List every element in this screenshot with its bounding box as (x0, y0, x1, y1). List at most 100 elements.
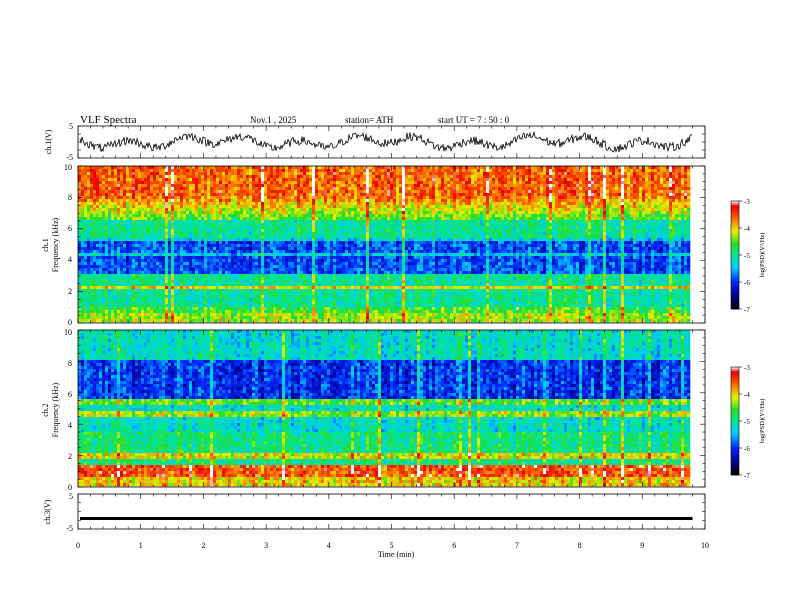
ch1-spectro-cell (555, 196, 559, 200)
ch1-spectro-cell (387, 175, 391, 179)
ch1-spectro-cell (477, 190, 481, 194)
ch1-spectro-cell (654, 181, 658, 185)
ch1-spectro-cell (288, 175, 292, 179)
ch1-spectro-cell (174, 187, 178, 191)
ch1-spectro-cell (636, 181, 640, 185)
ch1-spectro-cell (402, 175, 406, 179)
ch1-spectro-cell (315, 202, 319, 206)
ch1-spectro-cell (582, 187, 586, 191)
ch1-spectro-cell (294, 166, 298, 170)
ch1-spectro-cell (270, 235, 274, 239)
ch1-spectro-cell (330, 205, 334, 209)
ch1-spectro-cell (612, 220, 616, 224)
ch1-spectro-cell (159, 235, 163, 239)
ch1-spectro-cell (468, 190, 472, 194)
ch1-spectro-cell (450, 229, 454, 233)
ch1-spectro-cell (597, 199, 601, 203)
ch1-spectro-cell (432, 211, 436, 215)
ch1-spectro-cell (591, 202, 595, 206)
ch1-spectro-cell (234, 178, 238, 182)
ch1-spectro-cell (255, 214, 259, 218)
ch1-spectro-cell (564, 202, 568, 206)
ch1-spectro-cell (420, 193, 424, 197)
ch1-spectro-cell (387, 169, 391, 173)
ch1-spectro-cell (237, 208, 241, 212)
ch1-spectro-cell (468, 235, 472, 239)
ch1-spectro-cell (198, 220, 202, 224)
ch1-spectro-cell (162, 235, 166, 239)
ch1-spectro-cell (213, 208, 217, 212)
ch1-spectro-cell (168, 232, 172, 236)
ch1-spectro-cell (315, 199, 319, 203)
ch1-spectro-cell (501, 190, 505, 194)
ch1-spectro-cell (399, 226, 403, 230)
ch1-spectro-cell (684, 166, 688, 170)
ch1-spectro-cell (561, 211, 565, 215)
ch1-spectro-cell (321, 220, 325, 224)
ch1-spectro-cell (639, 205, 643, 209)
ch1-spectro-cell (474, 208, 478, 212)
ch1-spectro-cell (255, 181, 259, 185)
ch1-spectro-cell (354, 202, 358, 206)
ch1-spectro-cell (375, 226, 379, 230)
ch1-spectro-cell (531, 175, 535, 179)
ch1-spectro-cell (645, 220, 649, 224)
ch1-spectro-cell (558, 235, 562, 239)
ch1-spectro-cell (243, 217, 247, 221)
ch1-spectro-cell (300, 175, 304, 179)
ch1-spectro-cell (621, 235, 625, 239)
ch1-spectro-cell (156, 205, 160, 209)
ch1-spectro-cell (366, 214, 370, 218)
ch1-spectro-cell (606, 184, 610, 188)
ch1-spectro-cell (402, 223, 406, 227)
ch1-spectro-cell (468, 229, 472, 233)
ch1-spectro-cell (669, 181, 673, 185)
ch1-spectro-cell (258, 229, 262, 233)
ch1-spectro-cell (579, 193, 583, 197)
ch1-spectro-cell (483, 181, 487, 185)
ch1-spectro-cell (138, 223, 142, 227)
ch1-spectro-cell (612, 193, 616, 197)
ch1-spectro-cell (603, 181, 607, 185)
ch1-spectro-cell (120, 193, 124, 197)
ch1-spectro-cell (138, 166, 142, 170)
ch1-spectro-cell (78, 220, 82, 224)
ch1-spectro-cell (663, 193, 667, 197)
ch1-spectro-cell (576, 208, 580, 212)
ch1-spectro-cell (390, 181, 394, 185)
ch1-spectro-cell (405, 172, 409, 176)
ch1-spectro-cell (162, 211, 166, 215)
ch1-spectro-cell (546, 178, 550, 182)
ch1-spectro-cell (186, 220, 190, 224)
ch1-spectro-cell (666, 226, 670, 230)
ch1-spectro-cell (84, 235, 88, 239)
ch1-spectro-cell (579, 211, 583, 215)
ch1-spectro-cell (387, 223, 391, 227)
ch1-spectro-cell (288, 172, 292, 176)
ch1-spectro-cell (129, 238, 133, 242)
ch1-spectro-cell (618, 202, 622, 206)
ch1-spectro-cell (615, 214, 619, 218)
ch1-spectro-cell (288, 220, 292, 224)
ch1-spectro-cell (231, 208, 235, 212)
ch1-spectro-cell (327, 214, 331, 218)
ch1-spectro-cell (333, 196, 337, 200)
ch1-spectro-cell (153, 196, 157, 200)
ch1-spectro-cell (600, 166, 604, 170)
ch1-spectro-cell (441, 226, 445, 230)
ch1-spectro-cell (213, 169, 217, 173)
ch1-spectro-cell (171, 178, 175, 182)
ch1-spectro-cell (507, 166, 511, 170)
ch1-spectro-cell (645, 217, 649, 221)
ch1-spectro-cell (636, 223, 640, 227)
ch1-spectro-cell (669, 229, 673, 233)
ch1-spectro-cell (666, 205, 670, 209)
ch1-spectro-cell (666, 232, 670, 236)
ch1-spectro-cell (309, 220, 313, 224)
ch1-spectro-cell (639, 193, 643, 197)
ch1-spectro-cell (555, 178, 559, 182)
ch1-spectro-cell (270, 205, 274, 209)
ch1-spectro-cell (651, 223, 655, 227)
ch1-spectro-cell (585, 166, 589, 170)
ch1-spectro-cell (90, 226, 94, 230)
